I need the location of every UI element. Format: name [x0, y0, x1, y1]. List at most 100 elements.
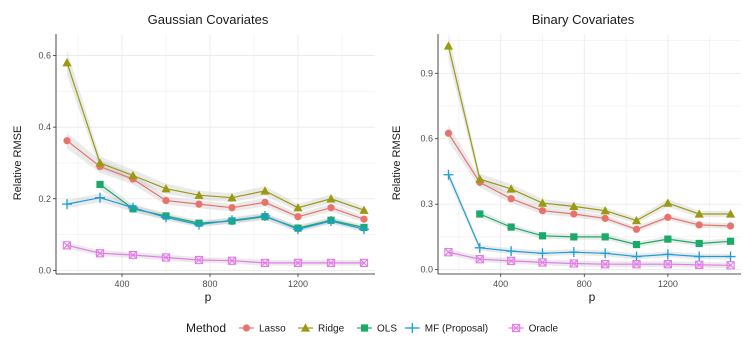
y-tick-label: 0.6	[420, 134, 433, 144]
data-point-oracle	[128, 250, 138, 260]
data-point-ridge	[95, 158, 105, 167]
y-tick-label: 0.0	[420, 265, 433, 275]
data-point-ols	[632, 240, 641, 249]
confidence-bands	[448, 32, 731, 269]
data-point-ols	[664, 235, 672, 243]
series-line-lasso	[66, 140, 365, 220]
data-point-ridge	[725, 209, 736, 218]
legend-marker	[407, 323, 418, 333]
y-tick-label: 0.3	[420, 199, 433, 209]
data-point-mf-proposal	[506, 246, 517, 257]
series-mf-proposal	[443, 169, 736, 262]
legend-marker	[511, 323, 521, 333]
data-point-ols	[96, 180, 104, 189]
x-tick-label: 1200	[658, 279, 678, 289]
series-lasso	[63, 137, 368, 223]
series-lasso	[444, 129, 735, 233]
x-tick-label: 400	[114, 279, 129, 289]
legend-marker	[242, 324, 251, 332]
data-point-ols	[726, 237, 735, 245]
data-point-oracle	[506, 256, 516, 266]
series-oracle	[62, 241, 369, 268]
data-point-mf-proposal	[359, 224, 369, 235]
y-tick-label: 0.6	[38, 50, 51, 60]
data-point-ols	[570, 233, 578, 241]
data-point-ridge	[260, 186, 270, 195]
series-line-ridge	[66, 62, 365, 211]
data-point-ols	[601, 233, 609, 241]
legend-item-ols: OLS	[357, 324, 397, 335]
series-ridge	[443, 41, 736, 225]
series-line-mf-proposal	[66, 197, 365, 230]
data-point-ridge	[506, 184, 516, 193]
data-point-mf-proposal	[631, 251, 642, 262]
data-point-ridge	[62, 58, 72, 67]
legend-label: Oracle	[529, 324, 559, 335]
panel-gaussian-covariates: Gaussian Covariates Relative RMSE p 0.0 0…	[12, 12, 375, 304]
data-point-lasso	[695, 221, 703, 229]
chart-title: Gaussian Covariates	[148, 12, 269, 27]
data-point-mf-proposal	[568, 247, 579, 258]
chart-title: Binary Covariates	[532, 12, 635, 27]
data-point-lasso	[601, 214, 609, 222]
panel-binary-covariates: Binary Covariates Relative RMSE p 0.0 0.3…	[391, 12, 741, 304]
confidence-band-ridge	[448, 32, 731, 224]
data-point-ridge	[326, 194, 336, 203]
y-axis-label: Relative RMSE	[12, 126, 24, 201]
data-point-ridge	[569, 201, 579, 211]
data-point-ridge	[227, 193, 237, 202]
confidence-band-lasso	[67, 133, 364, 223]
data-point-lasso	[162, 196, 170, 205]
legend-item-ridge: Ridge	[298, 323, 345, 335]
data-point-mf-proposal	[293, 224, 303, 235]
data-point-ridge	[694, 209, 704, 218]
data-point-lasso	[664, 213, 672, 221]
data-point-ridge	[359, 205, 369, 214]
data-point-oracle	[359, 258, 369, 268]
data-point-ridge	[194, 190, 204, 199]
data-point-oracle	[695, 260, 704, 269]
data-point-lasso	[195, 200, 203, 208]
series-line-oracle	[448, 251, 731, 266]
data-point-mf-proposal	[128, 202, 138, 213]
data-point-oracle	[569, 259, 578, 268]
data-point-oracle	[161, 253, 171, 262]
data-point-ols	[538, 232, 547, 240]
data-point-oracle	[632, 260, 641, 269]
data-point-mf-proposal	[194, 219, 204, 230]
data-point-oracle	[601, 260, 610, 269]
legend-label: OLS	[377, 324, 397, 335]
legend-item-mf-proposal: MF (Proposal)	[404, 323, 488, 335]
confidence-band-lasso	[448, 125, 731, 233]
data-point-ols	[507, 223, 515, 231]
data-point-mf-proposal	[662, 249, 673, 260]
data-point-ridge	[161, 184, 171, 193]
confidence-band-ridge	[67, 50, 364, 214]
data-point-mf-proposal	[443, 169, 454, 180]
legend-item-oracle: Oracle	[508, 323, 559, 335]
data-point-lasso	[228, 204, 236, 212]
y-tick-label: 0.0	[38, 265, 51, 275]
data-point-mf-proposal	[725, 251, 736, 262]
series-ols	[476, 210, 735, 249]
x-tick-label: 400	[493, 279, 508, 289]
series-ridge	[62, 58, 369, 214]
data-point-oracle	[62, 241, 72, 250]
data-point-oracle	[726, 261, 735, 270]
data-point-ridge	[443, 41, 454, 50]
x-tick-label: 800	[202, 279, 217, 289]
data-point-oracle	[194, 255, 204, 265]
data-point-lasso	[726, 222, 735, 230]
data-point-lasso	[632, 225, 641, 233]
data-point-oracle	[663, 260, 673, 269]
y-tick-label: 0.4	[38, 122, 51, 132]
data-point-lasso	[507, 195, 515, 203]
data-point-lasso	[444, 129, 453, 137]
y-tick-label: 0.2	[38, 194, 51, 204]
data-point-lasso	[327, 204, 335, 212]
data-point-oracle	[95, 249, 105, 258]
data-point-mf-proposal	[537, 248, 548, 259]
legend-label: Ridge	[318, 324, 345, 335]
data-point-mf-proposal	[161, 212, 171, 223]
